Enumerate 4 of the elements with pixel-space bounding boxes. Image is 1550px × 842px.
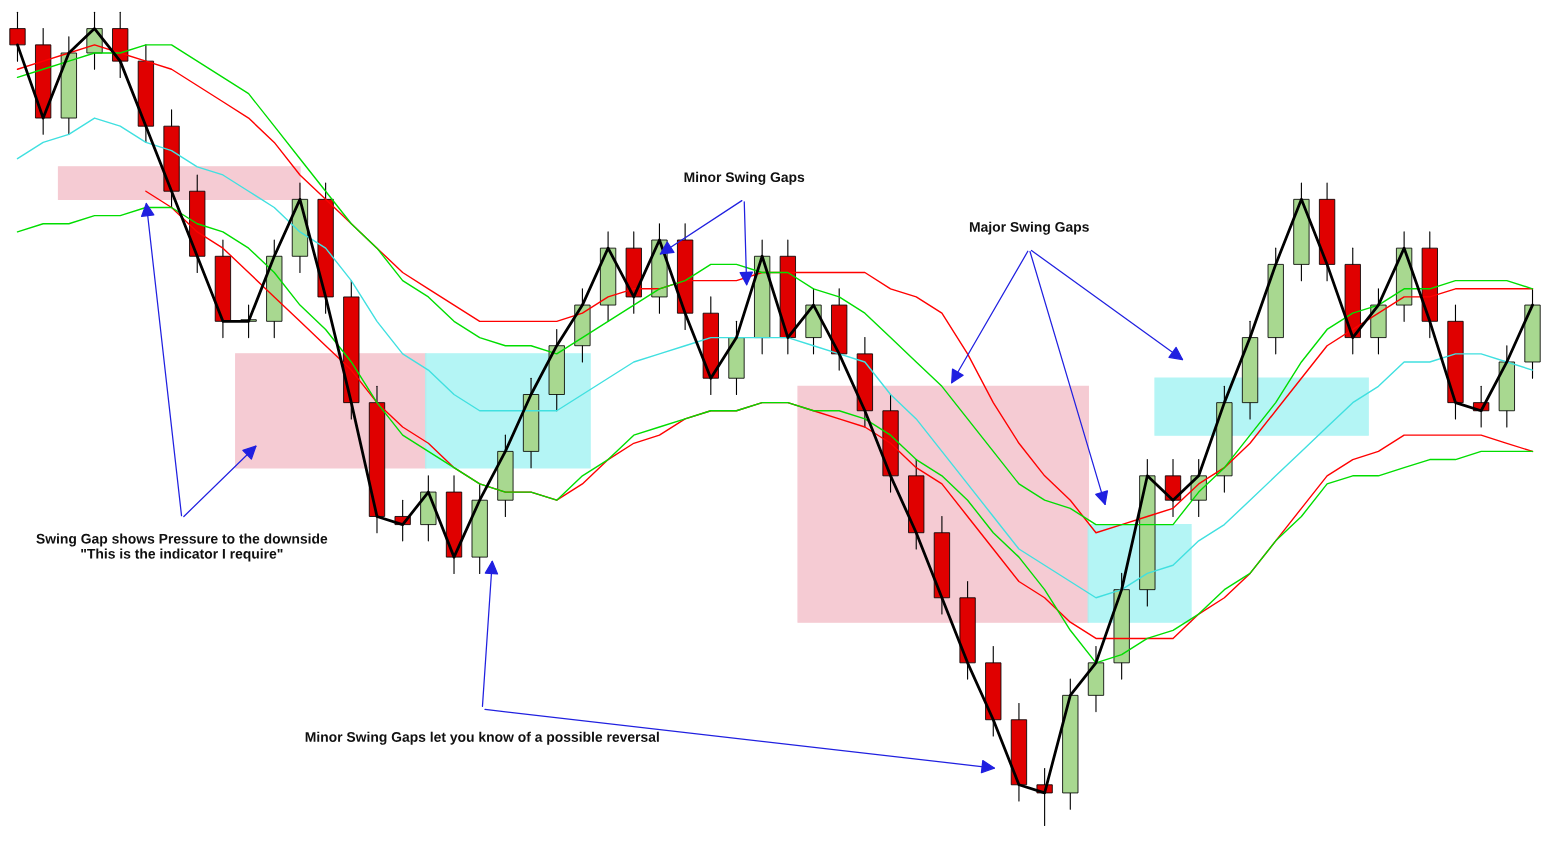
annotation: Major Swing Gaps <box>969 221 1089 235</box>
annotation: Minor Swing Gaps <box>684 171 805 185</box>
annotation: Swing Gap shows Pressure to the downside "This is the indicator I require" <box>36 533 328 562</box>
annotation: Minor Swing Gaps let you know of a possible reversal <box>305 731 659 745</box>
